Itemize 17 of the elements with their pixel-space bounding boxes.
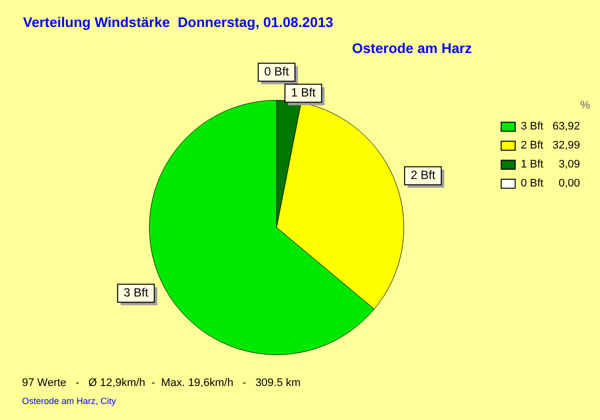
slice-label: 3 Bft — [124, 286, 149, 300]
legend-label: 1 Bft — [520, 158, 544, 171]
legend-label: 2 Bft — [520, 140, 544, 152]
chart-subtitle: Osterode am Harz — [352, 40, 472, 56]
slice-label: 2 Bft — [410, 168, 436, 182]
text: 97 Werte - Ø 12,9km/h - Max. 19,6km/h - 309.5 km — [22, 377, 301, 389]
text: 0,00 — [558, 178, 580, 190]
data-label: 32,99 — [552, 140, 580, 152]
legend-title: % — [580, 100, 590, 112]
category-label: 0 Bft — [264, 64, 289, 79]
legend-label: 0 Bft — [520, 178, 544, 190]
chart-title: Verteilung Windstärke Donnerstag, 01.08.2013 — [23, 14, 334, 30]
legend-label: 3 Bft — [520, 120, 544, 133]
text: Osterode am Harz, City — [22, 396, 116, 406]
slice-label: 1 Bft — [290, 86, 316, 100]
data-label: 63,92 — [552, 120, 580, 133]
data-label: 3,09 — [558, 158, 580, 171]
